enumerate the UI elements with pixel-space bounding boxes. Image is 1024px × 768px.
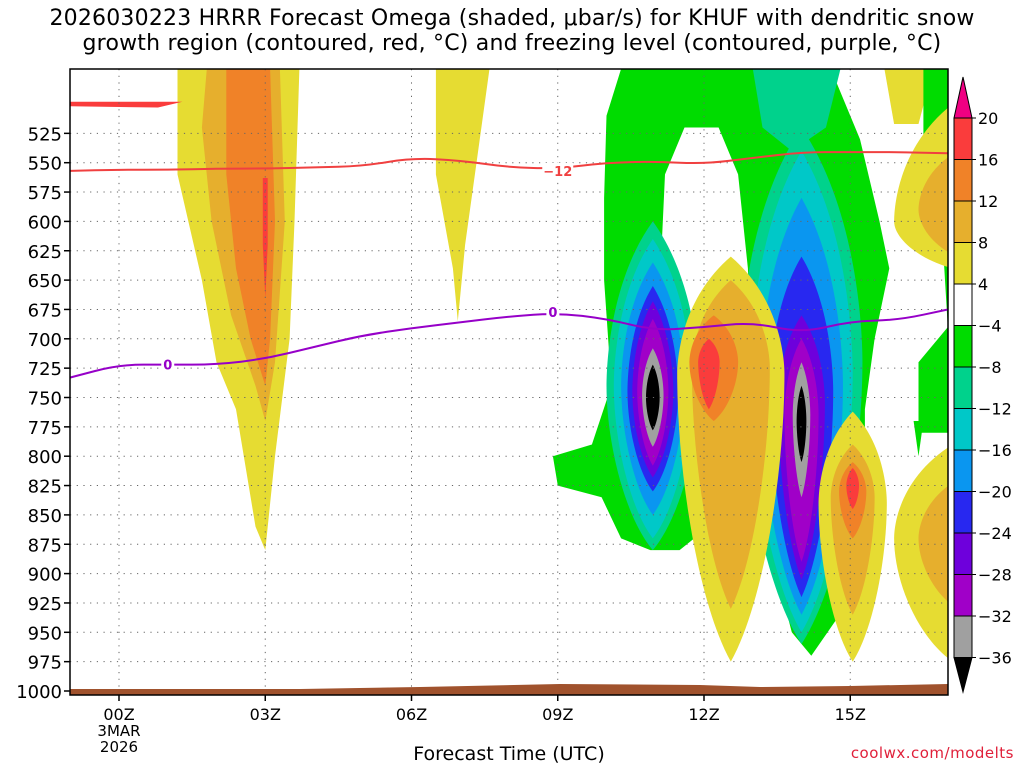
y-tick-label-775: 775 [28,418,62,439]
chart-title: 2026030223 HRRR Forecast Omega (shaded, … [0,6,1024,56]
y-tick-label-700: 700 [28,330,62,351]
colorbar-label-6: −8 [978,358,1002,377]
y-tick-label-550: 550 [28,154,62,175]
colorbar-label-10: −24 [978,524,1012,543]
colorbar-label-9: −20 [978,483,1012,502]
y-tick-label-525: 525 [28,124,62,145]
x-tick-label-12Z: 12Z [688,705,719,724]
colorbar-segment-8 [953,449,973,492]
y-tick-label-600: 600 [28,212,62,233]
contour-lines: −12 0 0 [70,151,948,379]
title-line-2: growth region (contoured, red, °C) and f… [82,31,942,56]
colorbar: 20 16 12 8 4 −4 −8 −12 −16 −20 −24 −28 −32 −36 [953,76,1012,694]
omega-area-top-yellow [884,69,934,124]
omega-shading [70,69,948,662]
omega-area-03z-orange [226,69,275,386]
colorbar-label-8: −16 [978,441,1012,460]
colorbar-label-0: 20 [978,109,998,128]
x-axis-title: Forecast Time (UTC) [413,743,605,765]
omega-area-right-high-gold [918,157,948,252]
y-tick-label-750: 750 [28,389,62,410]
contour-label-0: −12 [543,165,572,180]
omega-core-11z-black [645,364,660,431]
colorbar-segment-9 [953,491,973,534]
ground-surface [70,684,948,695]
omega-area-top-teal [752,69,841,151]
omega-area-03z-red [262,178,268,298]
colorbar-segment-2 [953,200,973,243]
x-tick-label-09Z: 09Z [542,705,573,724]
x-tick-sublabel-0: 3MAR [97,722,140,740]
colorbar-label-1: 16 [978,151,998,170]
colorbar-segment-7 [953,408,973,451]
omega-area-15z-red [846,467,860,510]
omega-area-07z-yellow [435,69,490,322]
omega-area-right-high-yellow [894,108,948,267]
colorbar-segment-5 [953,325,973,368]
y-tick-label-850: 850 [28,506,62,527]
contour-line-freezing [70,308,948,379]
colorbar-segment-10 [953,532,973,575]
y-tick-label-575: 575 [28,183,62,204]
y-axis: 525 550 575 600 625 650 675 700 725 750 775 800 825 8… [16,124,70,703]
omega-core-14z-black [796,385,807,463]
contour-label-1: 0 [163,359,172,374]
omega-area-right-low-yellow [894,447,948,659]
y-tick-label-800: 800 [28,447,62,468]
omega-area-right-green-small [913,421,924,457]
contour-label-bg-0 [542,162,574,178]
colorbar-segment-bottom [953,657,973,694]
colorbar-label-12: −32 [978,607,1012,626]
x-tick-label-00Z: 00Z [103,705,134,724]
y-tick-label-675: 675 [28,300,62,321]
colorbar-segment-4 [953,283,973,326]
colorbar-label-11: −28 [978,566,1012,585]
colorbar-segment-0 [953,117,973,160]
title-line-1: 2026030223 HRRR Forecast Omega (shaded, … [49,6,975,31]
contour-line-dendritic [70,151,948,172]
contour-label-bg-2 [546,303,560,319]
colorbar-label-2: 12 [978,192,998,211]
y-tick-label-875: 875 [28,535,62,556]
y-tick-label-650: 650 [28,271,62,292]
x-tick-label-03Z: 03Z [250,705,281,724]
y-tick-label-950: 950 [28,623,62,644]
colorbar-segment-3 [953,242,973,285]
x-tick-sublabel-1: 2026 [100,738,138,756]
colorbar-segment-11 [953,574,973,617]
colorbar-label-4: 4 [978,275,988,294]
colorbar-label-13: −36 [978,649,1012,668]
colorbar-segment-12 [953,615,973,658]
y-tick-label-1000: 1000 [16,682,62,703]
contour-label-2: 0 [548,306,557,321]
plot-frame [69,68,949,696]
x-tick-label-06Z: 06Z [396,705,427,724]
colorbar-segment-6 [953,366,973,409]
y-tick-label-725: 725 [28,359,62,380]
contour-label-bg-1 [161,356,175,372]
credit-text: coolwx.com/modelts [850,744,1014,762]
y-tick-label-975: 975 [28,653,62,674]
x-tick-label-15Z: 15Z [835,705,866,724]
y-tick-label-925: 925 [28,594,62,615]
colorbar-label-7: −12 [978,400,1012,419]
colorbar-segment-1 [953,159,973,202]
colorbar-segment-top [953,76,973,119]
omega-area-topleft-red [70,101,183,108]
omega-area-right-low-gold [918,486,948,602]
y-tick-label-625: 625 [28,242,62,263]
ground-fill [70,684,948,695]
colorbar-label-3: 8 [978,234,988,253]
colorbar-label-5: −4 [978,317,1002,336]
y-tick-label-900: 900 [28,565,62,586]
y-tick-label-825: 825 [28,477,62,498]
